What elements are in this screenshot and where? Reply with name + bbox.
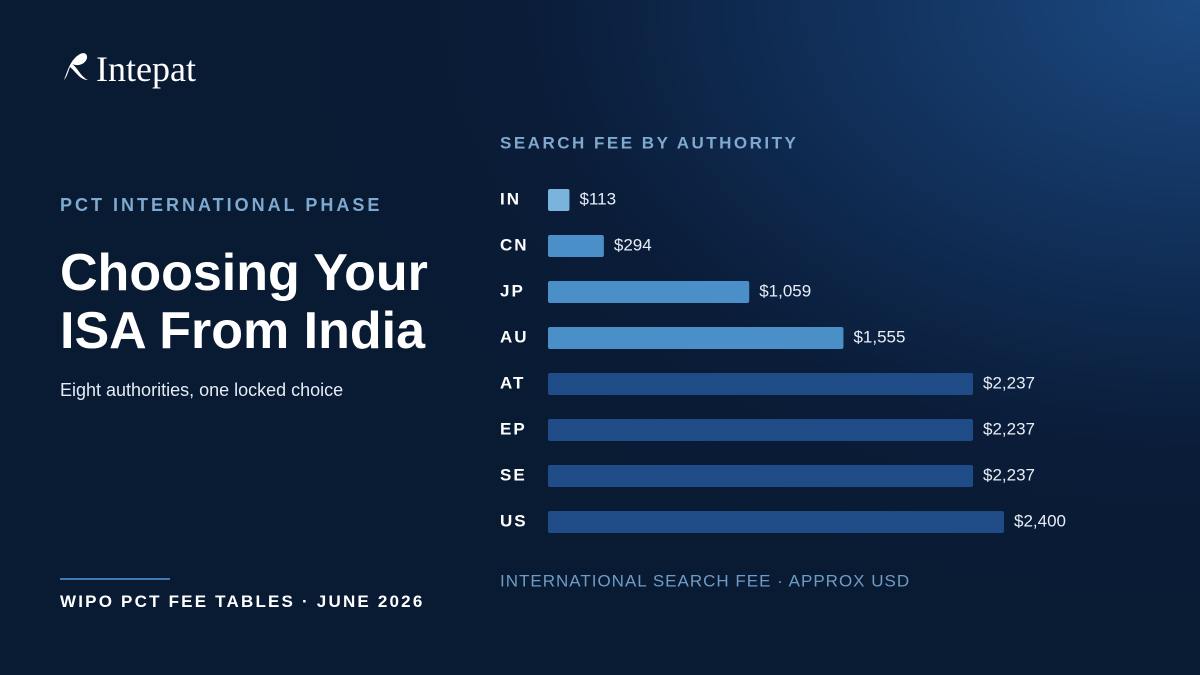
bar: [548, 419, 974, 441]
chart-title: SEARCH FEE BY AUTHORITY: [500, 133, 798, 152]
category-label: CN: [500, 235, 529, 254]
category-label: US: [500, 511, 528, 530]
bar: [548, 465, 974, 487]
title: Choosing Your ISA From India: [60, 244, 428, 360]
bar: [548, 511, 1004, 533]
category-label: AU: [500, 327, 529, 346]
bar: [548, 281, 750, 303]
value-label: $2,400: [1014, 511, 1066, 530]
kicker: PCT INTERNATIONAL PHASE: [60, 195, 383, 215]
value-label: $1,555: [853, 327, 905, 346]
subtitle: Eight authorities, one locked choice: [60, 380, 344, 400]
brand: Intepat: [96, 49, 196, 89]
bar: [548, 189, 570, 211]
category-label: AT: [500, 373, 525, 392]
value-label: $2,237: [983, 465, 1035, 484]
logo-icon: [64, 53, 88, 80]
category-label: IN: [500, 189, 521, 208]
value-label: $1,059: [759, 281, 811, 300]
bar: [548, 327, 844, 349]
axis-label: INTERNATIONAL SEARCH FEE · APPROX USD: [500, 571, 910, 590]
bar: [548, 235, 604, 257]
value-label: $2,237: [983, 419, 1035, 438]
divider: [60, 578, 170, 580]
category-label: EP: [500, 419, 527, 438]
value-label: $113: [579, 189, 616, 208]
value-label: $294: [614, 235, 652, 254]
category-label: SE: [500, 465, 527, 484]
footer: WIPO PCT FEE TABLES · JUNE 2026: [60, 592, 425, 611]
bar: [548, 373, 974, 395]
category-label: JP: [500, 281, 525, 300]
value-label: $2,237: [983, 373, 1035, 392]
